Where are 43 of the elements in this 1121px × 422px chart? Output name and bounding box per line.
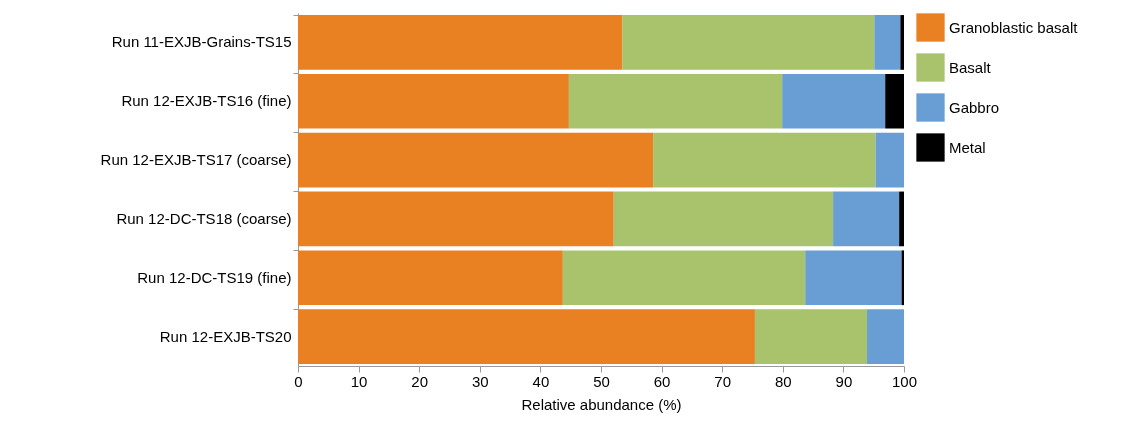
- x-tick-label: 10: [350, 372, 368, 390]
- bar: [833, 191, 900, 247]
- legend-label: Granoblastic basalt: [949, 18, 1079, 36]
- bar: [568, 73, 783, 129]
- x-tick-label: 30: [471, 372, 489, 390]
- bar: [298, 132, 654, 188]
- bar: [875, 132, 904, 188]
- x-tick-label: 50: [593, 372, 610, 390]
- x-tick-label: 60: [653, 372, 671, 390]
- x-tick-label: 0: [294, 372, 303, 390]
- legend-label: Basalt: [949, 58, 992, 76]
- x-axis-title: Relative abundance (%): [521, 395, 682, 413]
- bar: [754, 309, 868, 364]
- bar: [899, 191, 904, 247]
- bar: [874, 15, 901, 70]
- y-tick-label: Run 11-EXJB-Grains-TS15: [111, 33, 292, 51]
- y-tick-label: Run 12-EXJB-TS16 (fine): [121, 92, 292, 110]
- y-tick-label: Run 12-EXJB-TS17 (coarse): [100, 151, 292, 169]
- x-tick-label: 70: [714, 372, 732, 390]
- legend-label: Gabbro: [949, 98, 1000, 116]
- x-tick-label: 40: [532, 372, 550, 390]
- y-tick-label: Run 12-EXJB-TS20: [159, 327, 292, 345]
- bar: [885, 73, 904, 129]
- x-tick-label: 90: [835, 372, 853, 390]
- bar: [805, 250, 902, 306]
- bar: [613, 191, 834, 247]
- x-tick-label: 100: [891, 372, 918, 390]
- bar: [622, 15, 875, 70]
- bar: [867, 309, 904, 364]
- bar: [298, 250, 563, 306]
- bar: [298, 15, 623, 70]
- bar: [298, 73, 569, 129]
- y-tick-label: Run 12-DC-TS18 (coarse): [116, 209, 292, 227]
- bar: [298, 309, 755, 364]
- legend-label: Metal: [949, 138, 986, 156]
- y-tick-label: Run 12-DC-TS19 (fine): [137, 268, 292, 286]
- x-tick-label: 20: [411, 372, 429, 390]
- bar: [653, 132, 876, 188]
- bar: [782, 73, 886, 129]
- bar: [900, 15, 904, 70]
- bar: [562, 250, 806, 306]
- x-tick-label: 80: [774, 372, 792, 390]
- bar: [298, 191, 614, 247]
